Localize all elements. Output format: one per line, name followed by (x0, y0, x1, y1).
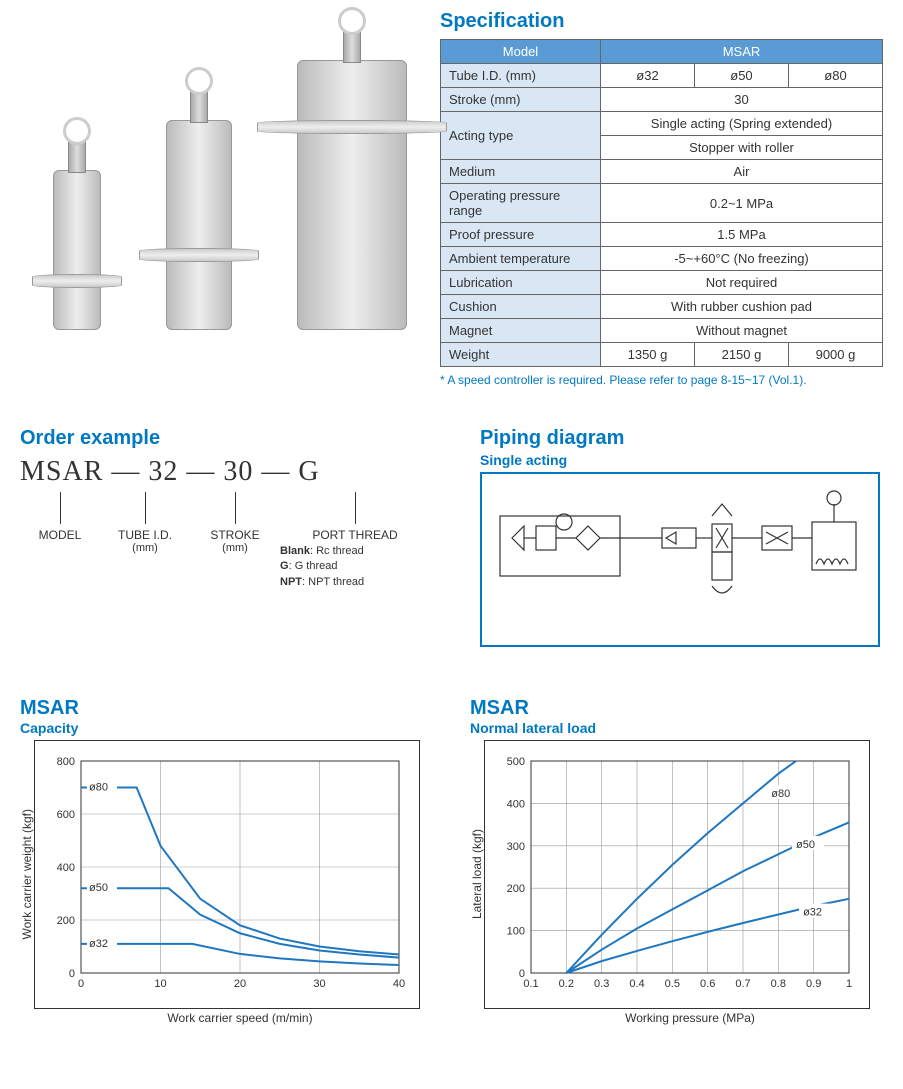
svg-text:ø32: ø32 (803, 907, 822, 919)
svg-text:500: 500 (507, 756, 525, 768)
order-label-stroke: STROKE (190, 528, 280, 542)
capacity-title-main: MSAR (20, 697, 430, 720)
order-example-block: Order example MSAR — 32 — 30 — G MODEL T… (20, 427, 450, 647)
order-label-bore: TUBE I.D. (100, 528, 190, 542)
spec-footnote: * A speed controller is required. Please… (440, 373, 883, 387)
svg-text:ø32: ø32 (89, 938, 108, 950)
order-sep: — (111, 456, 140, 488)
table-row: Stroke (mm) 30 (441, 88, 883, 112)
order-part-bore: 32 (148, 456, 178, 488)
piping-svg (494, 486, 870, 636)
table-row: Model MSAR (441, 40, 883, 64)
lateral-chart-frame: 0.1 0.2 0.3 0.4 0.5 0.6 0.7 0.8 0.9 1 0 100 200 300 40… (484, 740, 870, 1009)
middle-row: Order example MSAR — 32 — 30 — G MODEL T… (20, 427, 883, 647)
svg-text:200: 200 (507, 883, 525, 895)
piping-subtitle: Single acting (480, 452, 880, 468)
table-row: MagnetWithout magnet (441, 319, 883, 343)
table-row: LubricationNot required (441, 271, 883, 295)
table-row: CushionWith rubber cushion pad (441, 295, 883, 319)
table-row: Acting type Single acting (Spring extend… (441, 112, 883, 136)
svg-text:0.6: 0.6 (700, 978, 715, 990)
lateral-ylabel: Lateral load (kgf) (470, 829, 484, 919)
svg-text:20: 20 (234, 978, 246, 990)
lateral-title-sub: Normal lateral load (470, 720, 880, 736)
table-row: Weight 1350 g 2150 g 9000 g (441, 343, 883, 367)
svg-text:0: 0 (519, 968, 525, 980)
svg-text:600: 600 (57, 809, 75, 821)
piping-title: Piping diagram (480, 427, 880, 450)
svg-text:0.3: 0.3 (594, 978, 609, 990)
table-row: Proof pressure1.5 MPa (441, 223, 883, 247)
product-image (20, 10, 440, 350)
capacity-chart-block: MSAR Capacity Work carrier weight (kgf) … (20, 697, 430, 1025)
svg-text:ø50: ø50 (796, 839, 815, 851)
top-row: Specification Model MSAR Tube I.D. (mm) … (20, 10, 883, 387)
lateral-chart-svg: 0.1 0.2 0.3 0.4 0.5 0.6 0.7 0.8 0.9 1 0 100 200 300 40… (489, 751, 859, 1001)
table-row: MediumAir (441, 160, 883, 184)
svg-text:ø50: ø50 (89, 882, 108, 894)
lateral-xlabel: Working pressure (MPa) (500, 1011, 880, 1025)
svg-text:40: 40 (393, 978, 405, 990)
capacity-xlabel: Work carrier speed (m/min) (50, 1011, 430, 1025)
svg-text:0.7: 0.7 (735, 978, 750, 990)
model-header: Model (441, 40, 601, 64)
spec-table: Model MSAR Tube I.D. (mm) ø32 ø50 ø80 St… (440, 39, 883, 367)
svg-text:200: 200 (57, 915, 75, 927)
order-part-thread: G (298, 456, 319, 488)
svg-text:400: 400 (57, 862, 75, 874)
svg-text:ø80: ø80 (771, 788, 790, 800)
svg-text:0.8: 0.8 (771, 978, 786, 990)
order-part-stroke: 30 (223, 456, 253, 488)
svg-text:10: 10 (154, 978, 166, 990)
capacity-ylabel: Work carrier weight (kgf) (20, 809, 34, 939)
svg-text:800: 800 (57, 756, 75, 768)
model-value: MSAR (601, 40, 883, 64)
specification-block: Specification Model MSAR Tube I.D. (mm) … (440, 10, 883, 387)
order-sep: — (261, 456, 290, 488)
order-part-model: MSAR (20, 456, 103, 488)
lateral-title-main: MSAR (470, 697, 880, 720)
piping-block: Piping diagram Single acting (480, 427, 880, 647)
svg-text:0.5: 0.5 (665, 978, 680, 990)
charts-row: MSAR Capacity Work carrier weight (kgf) … (20, 697, 883, 1025)
capacity-chart-frame: 0102030400200400600800ø80ø50ø32 (34, 740, 420, 1009)
piping-diagram (480, 472, 880, 647)
order-label-model: MODEL (20, 528, 100, 542)
svg-text:0.4: 0.4 (629, 978, 644, 990)
table-row: Tube I.D. (mm) ø32 ø50 ø80 (441, 64, 883, 88)
order-label-thread: PORT THREAD (280, 528, 430, 542)
svg-text:0: 0 (78, 978, 84, 990)
table-row: Ambient temperature-5~+60°C (No freezing… (441, 247, 883, 271)
svg-text:300: 300 (507, 841, 525, 853)
order-code-line: MSAR — 32 — 30 — G (20, 456, 450, 488)
table-row: Operating pressure range0.2~1 MPa (441, 184, 883, 223)
capacity-chart-svg: 0102030400200400600800ø80ø50ø32 (39, 751, 409, 1001)
order-title: Order example (20, 427, 450, 450)
svg-text:0.2: 0.2 (559, 978, 574, 990)
order-labels-row: MODEL TUBE I.D. (mm) STROKE (mm) PORT TH… (20, 528, 450, 590)
svg-text:30: 30 (313, 978, 325, 990)
capacity-title-sub: Capacity (20, 720, 430, 736)
svg-text:0.1: 0.1 (523, 978, 538, 990)
spec-title: Specification (440, 10, 883, 33)
order-sep: — (186, 456, 215, 488)
svg-text:0.9: 0.9 (806, 978, 821, 990)
svg-text:100: 100 (507, 926, 525, 938)
svg-text:1: 1 (846, 978, 852, 990)
svg-text:400: 400 (507, 798, 525, 810)
port-thread-options: Blank: Rc thread G: G thread NPT: NPT th… (280, 544, 430, 590)
svg-text:0: 0 (69, 968, 75, 980)
lateral-chart-block: MSAR Normal lateral load Lateral load (k… (470, 697, 880, 1025)
svg-text:ø80: ø80 (89, 782, 108, 794)
